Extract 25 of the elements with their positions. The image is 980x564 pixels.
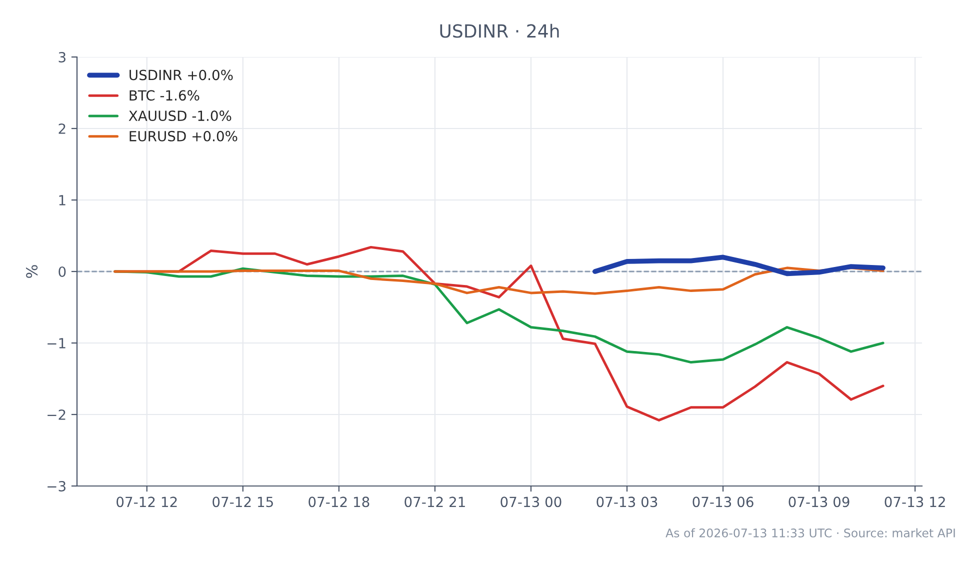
text: As of 2026-07-13 11:33 UTC · Source: market API	[666, 528, 955, 538]
legend-label: BTC -1.6%	[130, 90, 200, 101]
line-series	[592, 254, 886, 276]
y-tick-label: −1	[48, 338, 66, 348]
x-tick-label: 07-12 12	[116, 496, 177, 508]
legend-label: USDINR +0.0%	[130, 70, 233, 80]
y-tick-label: 0	[58, 266, 66, 277]
x-tick-label: 07-12 21	[404, 496, 465, 508]
x-tick-label: 07-12 15	[212, 496, 273, 508]
chart-title: USDINR · 24h	[440, 24, 559, 38]
y-tick-label: 1	[59, 195, 66, 206]
x-tick-label: 07-13 09	[788, 496, 850, 508]
y-axis-title: %	[26, 265, 38, 278]
y-tick-label: −3	[48, 480, 66, 492]
legend-label: EURUSD +0.0%	[130, 130, 238, 142]
y-tick-label: 2	[58, 123, 66, 134]
y-tick-label: 3	[58, 52, 66, 62]
legend-label: XAUUSD -1.0%	[128, 110, 232, 122]
x-tick-label: 07-12 18	[308, 496, 370, 508]
x-tick-label: 07-13 12	[884, 496, 945, 508]
line-series	[114, 266, 884, 295]
x-tick-label: 07-13 00	[500, 496, 562, 508]
x-tick-label: 07-13 03	[596, 496, 658, 508]
y-tick-label: −2	[48, 409, 66, 420]
x-tick-label: 07-13 06	[692, 496, 754, 508]
